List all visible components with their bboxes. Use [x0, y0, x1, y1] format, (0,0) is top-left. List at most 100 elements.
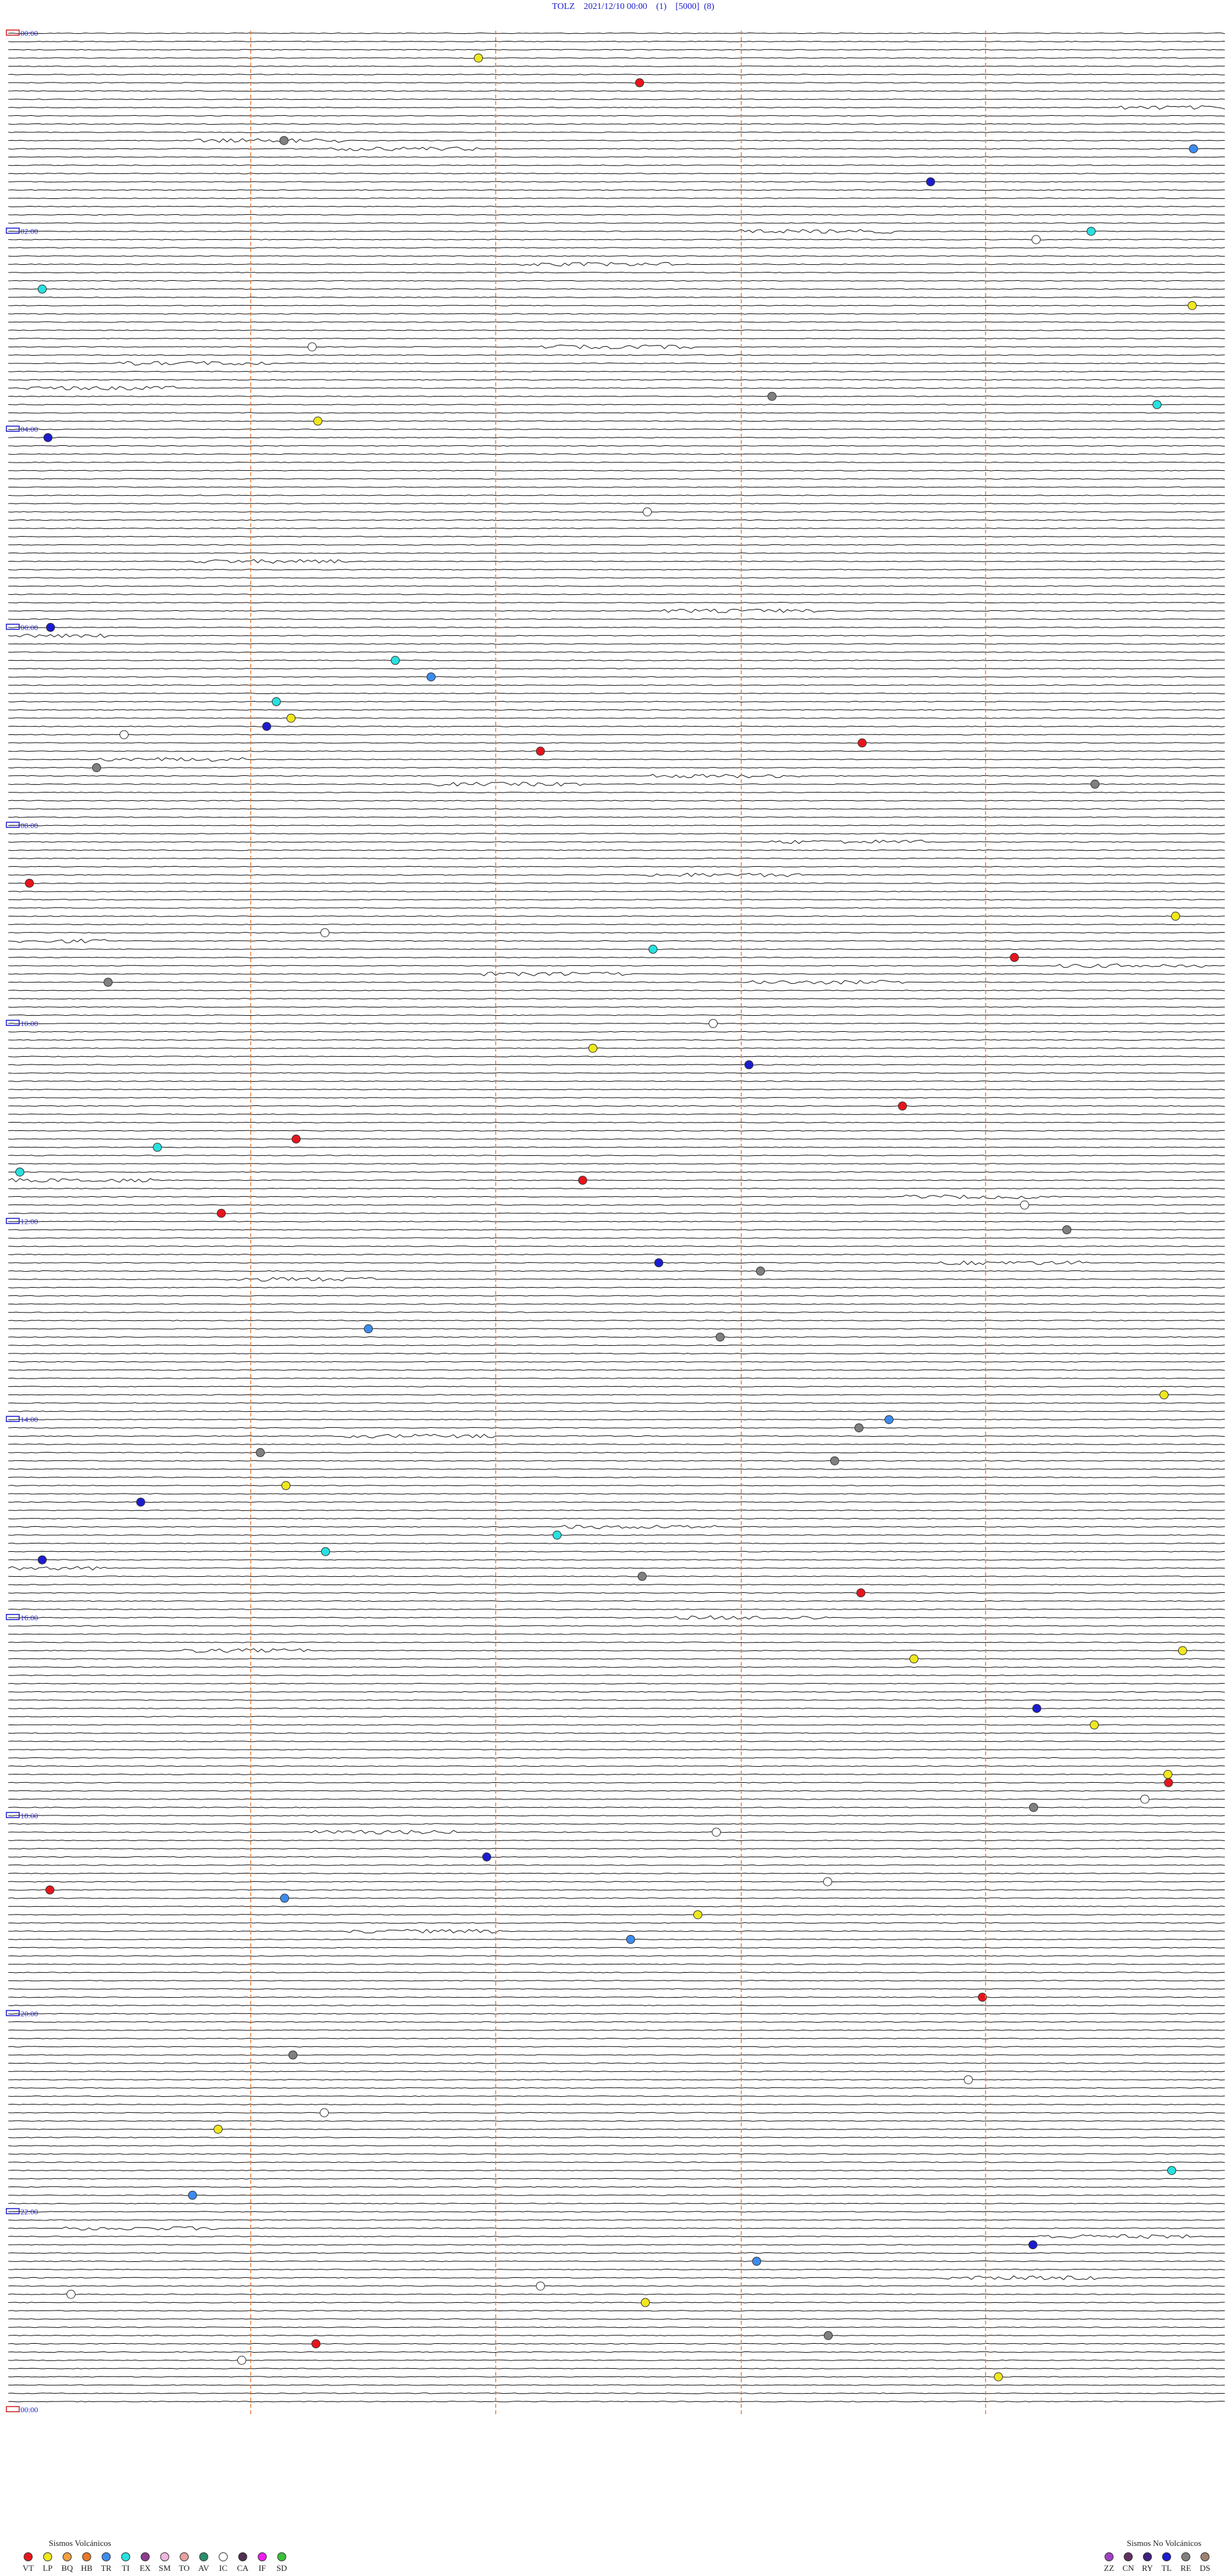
trace — [8, 990, 1225, 992]
trace — [8, 1922, 1225, 1924]
trace — [8, 1524, 1225, 1529]
trace — [8, 1872, 1225, 1874]
trace — [8, 1641, 1225, 1643]
trace — [8, 1434, 1225, 1439]
trace — [8, 262, 1225, 267]
time-label: 04:00 — [20, 425, 38, 434]
legend-swatch — [199, 2552, 209, 2561]
trace — [8, 849, 1225, 851]
trace — [8, 74, 1225, 75]
trace — [8, 839, 1225, 844]
trace — [8, 2161, 1225, 2163]
trace — [8, 2128, 1225, 2130]
event-marker — [1140, 1794, 1149, 1804]
time-marker — [6, 2010, 20, 2016]
time-marker — [6, 2208, 20, 2215]
event-marker — [649, 944, 657, 954]
trace — [8, 1839, 1225, 1842]
trace — [8, 2302, 1225, 2303]
legend-swatch — [82, 2552, 91, 2561]
trace — [8, 1906, 1225, 1908]
trace — [8, 123, 1225, 125]
legend-swatch — [258, 2552, 267, 2561]
event-marker — [1090, 1720, 1099, 1730]
event-marker — [1020, 1200, 1029, 1210]
trace — [8, 938, 1225, 944]
event-marker — [188, 2190, 197, 2200]
trace — [8, 979, 1225, 984]
trace — [8, 1121, 1225, 1123]
trace — [8, 1336, 1225, 1338]
legend-swatch — [43, 2552, 52, 2561]
title: TOLZ 2021/12/10 00:00 (1) [5000] (8) — [552, 2, 714, 12]
event-marker — [693, 1910, 702, 1920]
event-marker — [752, 2257, 761, 2266]
trace — [8, 1229, 1225, 1231]
event-marker — [1029, 1803, 1038, 1812]
trace — [8, 1980, 1225, 1982]
event-marker — [427, 672, 436, 682]
event-marker — [926, 177, 935, 187]
event-marker — [272, 697, 281, 706]
trace — [8, 2177, 1225, 2180]
trace — [8, 420, 1225, 422]
trace — [8, 445, 1225, 447]
trace — [8, 1194, 1225, 1199]
trace — [8, 1806, 1225, 1808]
legend-swatch — [102, 2552, 111, 2561]
event-marker — [482, 1852, 491, 1861]
time-marker — [6, 1812, 20, 1819]
time-marker — [6, 1614, 20, 1620]
event-marker — [45, 1885, 54, 1895]
event-marker — [67, 2289, 75, 2299]
event-marker — [1178, 1646, 1187, 1655]
legend-swatch — [63, 2552, 72, 2561]
trace — [8, 1847, 1225, 1850]
trace — [8, 1260, 1225, 1265]
legend-label: IF — [258, 2563, 266, 2573]
time-marker — [6, 425, 20, 432]
time-marker — [6, 2406, 20, 2412]
trace — [8, 329, 1225, 331]
legend-label: VT — [22, 2563, 33, 2573]
trace — [8, 2293, 1225, 2295]
event-marker — [830, 1456, 839, 1466]
traces — [8, 32, 1225, 2403]
trace — [8, 750, 1225, 752]
event-marker — [320, 928, 329, 938]
trace — [8, 99, 1225, 100]
trace — [8, 478, 1225, 480]
trace — [8, 1996, 1225, 1998]
event-marker — [1062, 1225, 1071, 1235]
event-marker — [287, 713, 295, 723]
trace — [8, 1039, 1225, 1041]
event-marker — [25, 878, 34, 888]
trace — [8, 816, 1225, 818]
trace — [8, 354, 1225, 356]
trace — [8, 773, 1225, 778]
legend-label: SD — [276, 2563, 287, 2573]
event-marker — [120, 730, 129, 739]
event-marker — [654, 1258, 663, 1268]
event-marker — [536, 747, 545, 756]
trace — [8, 1485, 1225, 1487]
event-marker — [1090, 779, 1099, 789]
trace — [8, 173, 1225, 175]
trace — [8, 1501, 1225, 1503]
trace — [8, 1829, 1225, 1835]
time-marker — [6, 821, 20, 828]
trace — [8, 1460, 1225, 1462]
trace — [8, 40, 1225, 43]
legend-swatch — [238, 2552, 248, 2561]
trace — [8, 1790, 1225, 1792]
trace — [8, 288, 1225, 290]
event-marker — [391, 656, 400, 665]
trace — [8, 2401, 1225, 2403]
trace — [8, 1245, 1225, 1247]
time-label: 00:00 — [20, 2405, 38, 2414]
event-marker — [308, 342, 317, 352]
trace — [8, 1782, 1225, 1783]
trace — [8, 1155, 1225, 1157]
trace — [8, 2392, 1225, 2394]
trace — [8, 2343, 1225, 2345]
